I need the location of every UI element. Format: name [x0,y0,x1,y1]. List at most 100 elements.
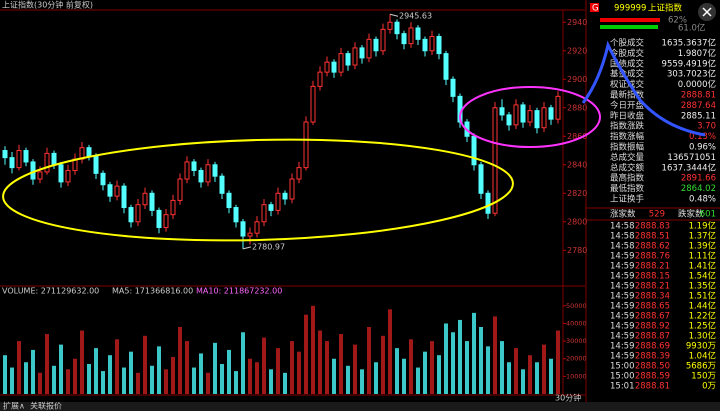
tick-volume: 1.39亿 [689,241,716,252]
footer-tab[interactable]: 扩展∧ [3,401,25,411]
y-tick-label: 30000 [566,337,587,345]
candle-body [513,104,519,126]
candle-body [450,78,456,97]
chart-title: 上证指数(30分钟 前复权) [2,0,93,10]
volume-bar [465,341,469,394]
candle-body [261,204,267,223]
candle-body [198,169,204,183]
volume-bar [122,367,126,394]
candle-body [282,192,288,200]
candle-body [2,150,8,159]
candle-body [30,161,36,180]
row-label: 昨日收盘 [610,110,645,121]
volume-bar [500,341,504,394]
candle-body [275,192,281,211]
candle-body [555,95,561,120]
volume-bar [542,344,546,394]
volume-bar [17,341,21,394]
tick-volume: 1.04亿 [689,351,716,362]
candle-body [534,110,540,129]
tick-price: 2888.76 [635,252,670,262]
candle-body [65,169,71,183]
candle-body [121,185,127,209]
candle-body [380,28,386,52]
volume-bar [31,349,35,394]
candle-body [408,27,414,45]
volume-bar [206,372,210,394]
tick-time: 14:59 [610,252,635,262]
y-tick-label: 2840 [567,160,587,169]
tick-volume: 1.41亿 [689,261,716,272]
candle-body [219,175,225,194]
volume-bar [549,358,553,394]
peak-pointer [389,13,399,17]
candle-body [205,164,211,183]
candle-body [240,221,246,237]
tick-price: 2888.51 [635,232,670,242]
row-value: 303.7023亿 [667,69,716,80]
tick-price: 2888.59 [635,372,670,382]
candle-body [359,47,365,59]
volume-bar [346,365,350,394]
y-tick-label: 40000 [566,319,587,327]
volume-bar [220,364,224,394]
candle-body [37,171,43,180]
breadth: 跌家数 [678,209,704,220]
candle-body [429,36,435,52]
candle-body [177,178,183,201]
candle-body [289,178,295,200]
volume-bar [409,339,413,394]
volume-bar [157,346,161,394]
candle-body [16,150,22,169]
tick-volume: 1.35亿 [689,281,716,292]
tick-price: 2888.15 [635,272,670,282]
volume-bar [444,323,448,394]
ma5-label: MA5: 171366816.00 [112,287,193,296]
tick-time: 14:58 [610,232,635,242]
tick-volume: 1.22亿 [689,311,716,322]
row-label: 指数涨跌 [610,121,645,132]
volume-bar [339,334,343,394]
row-label: 今股成交 [610,48,645,59]
breadth: 529 [649,210,665,220]
tick-volume: 1.37亿 [689,231,716,242]
tick-volume: 150万 [691,372,716,382]
candle-body [366,38,372,59]
code: 999999 [614,4,646,14]
candle-body [520,104,526,123]
volume-bar [94,348,98,394]
candle-body [212,164,218,177]
tick-time: 15:00 [610,372,635,382]
footer-tab[interactable]: 关联报价 [30,401,62,411]
tick-price: 2888.50 [635,362,670,372]
y-tick-label: 2920 [567,46,587,55]
candle-body [345,53,351,66]
tick-price: 2888.39 [635,352,670,362]
tick-time: 14:59 [610,312,635,322]
tick-time: 14:59 [610,282,635,292]
row-value: 2891.66 [681,174,716,184]
tick-price: 2888.87 [635,332,670,342]
candle-body [422,38,428,52]
candle-body [443,53,449,80]
volume-bar [479,326,483,394]
volume-panel: 10000 20000 30000 40000 50000 [3,302,587,394]
row-value: 2864.02 [681,184,716,194]
volume-bar [416,367,420,394]
candle-body [541,107,547,129]
row-value: 0.96% [689,143,716,153]
candle-body [51,152,57,166]
tick-time: 14:59 [610,302,635,312]
row-value: 2887.64 [681,101,716,111]
candle-body [114,185,120,197]
row-label: 权证成交 [610,79,645,90]
low-pointer [242,246,252,250]
bar-label: 61.0亿 [678,23,705,34]
tick-time: 14:59 [610,292,635,302]
candle-body [506,114,512,126]
candle-body [58,164,64,183]
footer-bar [0,402,720,411]
volume-bar [535,362,539,394]
candle-body [492,107,498,214]
y-tick-label: 2820 [567,189,587,198]
